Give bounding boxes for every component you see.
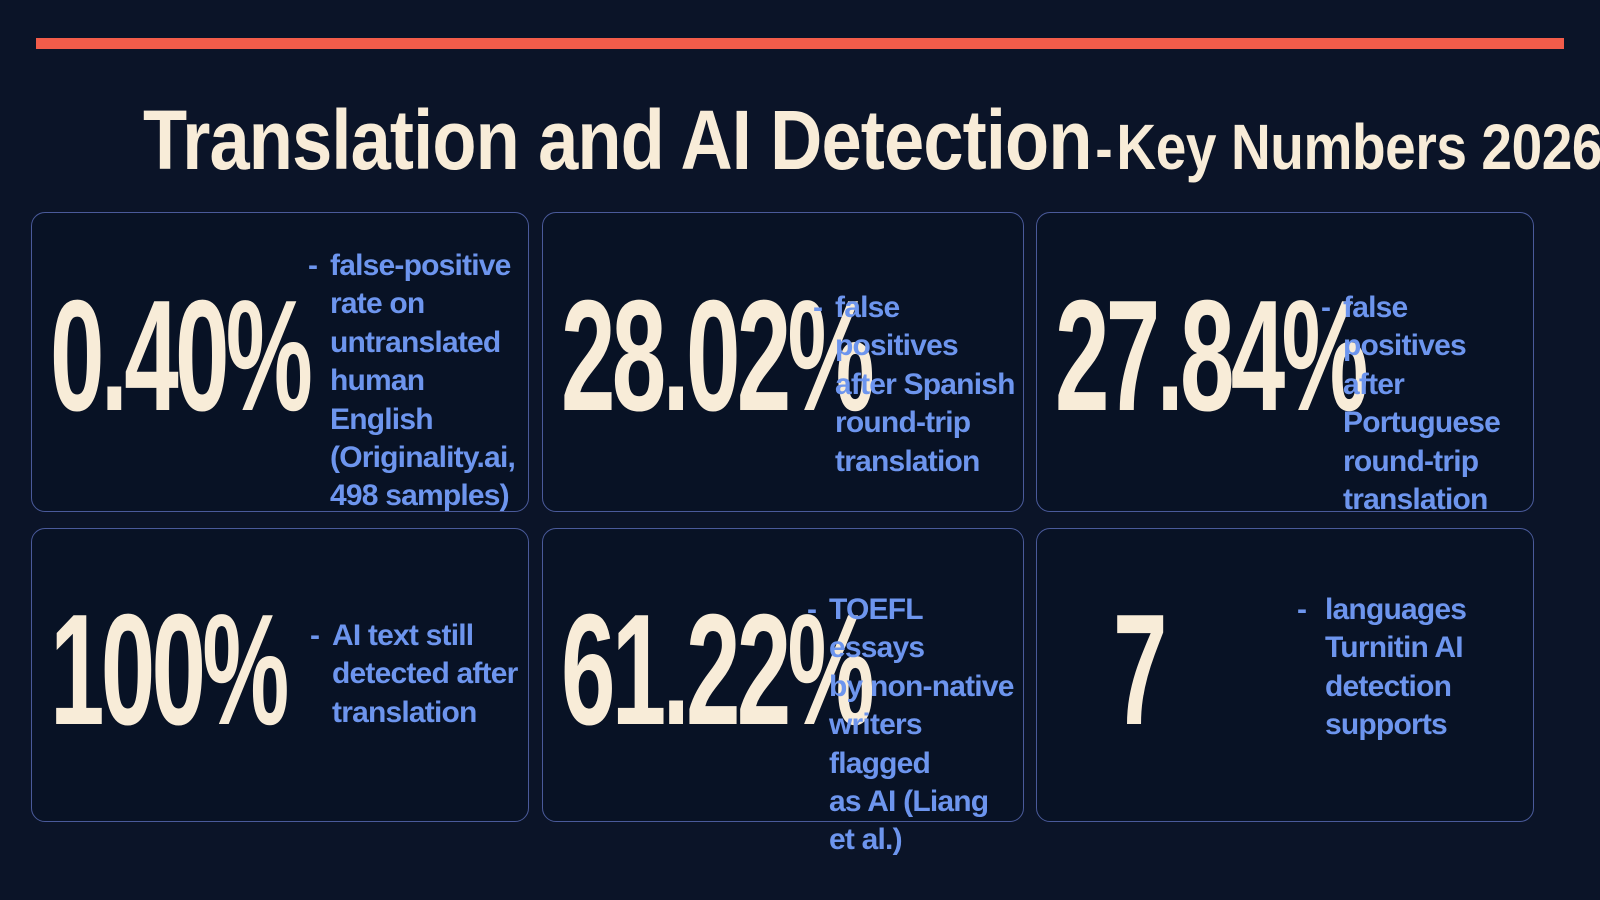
description-line: false positives (1343, 291, 1467, 363)
stat-value: 100% (50, 582, 289, 758)
stat-description: - TOEFL essays by non-native writers fla… (807, 591, 1019, 860)
stat-dash: - (308, 249, 318, 282)
description-line: languages (1325, 593, 1467, 626)
description-line: translation (835, 444, 980, 478)
stat-dash: - (807, 593, 817, 626)
stat-card: 27.84% - false positives after Portugues… (1036, 212, 1534, 516)
stat-description: - AI text still detected after translati… (310, 617, 522, 732)
description-line: round-trip (835, 406, 971, 440)
stat-card: 7 - languages Turnitin AI detection supp… (1036, 528, 1534, 822)
description-line: false-positive (330, 249, 511, 282)
description-line: detected after (332, 657, 518, 691)
description-line: (Originality.ai, (330, 440, 516, 474)
stat-value: 27.84% (1055, 268, 1369, 444)
title-separator: - (1095, 115, 1113, 182)
accent-rule (36, 38, 1564, 49)
description-line: rate on (330, 287, 425, 321)
stat-dash: - (1321, 291, 1331, 324)
stat-card: 0.40% - false-positive rate on untransla… (31, 212, 529, 512)
stat-dash: - (1297, 593, 1307, 626)
description-line: false positives (835, 291, 959, 363)
description-line: supports (1325, 708, 1448, 742)
stat-dash: - (813, 291, 823, 324)
stat-value: 7 (1113, 582, 1167, 758)
description-line: detection (1325, 669, 1452, 703)
description-line: AI text still (332, 619, 474, 652)
description-line: TOEFL essays (829, 593, 925, 665)
description-line: untranslated (330, 325, 501, 359)
stat-card: 100% - AI text still detected after tran… (31, 528, 529, 822)
description-line: translation (332, 695, 477, 729)
description-line: by non-native (829, 669, 1014, 703)
stat-value: 28.02% (561, 268, 875, 444)
title-main: Translation and AI Detection (142, 93, 1092, 187)
stat-value: 0.40% (50, 268, 313, 444)
description-line: writers flagged (829, 708, 931, 780)
description-line: 498 samples) (330, 479, 510, 513)
stat-value: 61.22% (561, 582, 875, 758)
description-line: after Spanish (835, 367, 1015, 401)
title-subtitle: Key Numbers 2026 (1116, 111, 1600, 183)
page-title: Translation and AI Detection - Key Numbe… (142, 92, 1600, 189)
stat-card: 28.02% - false positives after Spanish r… (542, 212, 1024, 512)
description-line: round-trip (1343, 444, 1479, 478)
stat-description: - false positives after Spanish round-tr… (813, 289, 1025, 481)
description-line: Turnitin AI (1325, 631, 1464, 665)
description-line: as AI (Liang et al.) (829, 784, 989, 857)
stat-card: 61.22% - TOEFL essays by non-native writ… (542, 528, 1024, 856)
stat-dash: - (310, 619, 320, 652)
description-line: after Portuguese (1343, 367, 1501, 440)
stat-description: - languages Turnitin AI detection suppor… (1297, 591, 1515, 745)
stat-description: - false positives after Portuguese round… (1321, 289, 1533, 519)
description-line: human English (330, 364, 434, 436)
stat-description: - false-positive rate on untranslated hu… (308, 247, 530, 516)
description-line: translation (1343, 482, 1488, 516)
